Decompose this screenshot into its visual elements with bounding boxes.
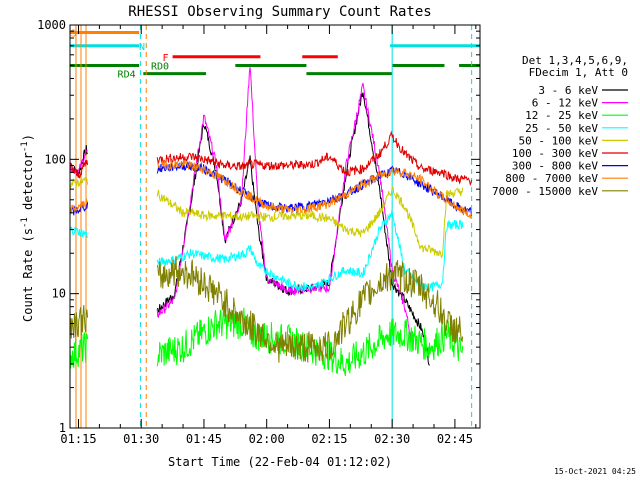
series-line-50-100-kev [70,176,464,259]
x-tick-label: 02:00 [249,432,285,446]
legend-label: 50 - 100 keV [519,134,599,147]
series-line-7000-15000-kev [70,255,464,363]
flag-label-rd4: RD4 [118,70,136,81]
series-line-100-300-kev [70,130,472,187]
x-tick-label: 01:15 [60,432,96,446]
flag-label-rd0: RD0 [151,61,169,72]
x-axis: 01:15 01:30 01:45 02:00 02:15 02:30 02:45 [60,25,477,446]
flag-label-s: S [70,28,76,39]
y-axis-label: Count Rate (s-1 detector-1) [20,134,35,322]
legend-label: 300 - 800 keV [512,160,598,173]
legend-label: 800 - 7000 keV [505,172,598,185]
plot-frame [69,24,481,429]
series-group [70,67,472,377]
legend: Det 1,3,4,5,6,9,FDecim 1, Att 0 3 - 6 keV… [492,54,628,198]
series-line-25-50-kev [70,210,464,293]
x-tick-label: 02:45 [437,432,473,446]
legend-label: 3 - 6 keV [538,84,598,97]
series-line-800-7000-kev [70,159,472,219]
x-tick-label: 02:15 [311,432,347,446]
series-line-12-25-kev [70,307,464,377]
x-tick-label: 01:45 [186,432,222,446]
legend-label: 100 - 300 keV [512,147,598,160]
y-tick-label: 10 [52,287,66,301]
legend-label: 6 - 12 keV [532,97,599,110]
timestamp: 15-Oct-2021 04:25 [554,467,636,476]
y-tick-label: 1 [59,421,66,435]
x-axis-label: Start Time (22-Feb-04 01:12:02) [168,455,392,469]
chart-title: RHESSI Observing Summary Count Rates [128,4,431,20]
x-tick-label: 02:30 [374,432,410,446]
y-tick-label: 1000 [37,18,66,32]
legend-label: 25 - 50 keV [525,122,598,135]
legend-header: Det 1,3,4,5,6,9, [522,54,628,67]
y-axis: 1 10 100 1000 [37,18,480,435]
y-tick-label: 100 [44,152,66,166]
x-tick-label: 01:30 [123,432,159,446]
flag-label-n: N [139,42,145,53]
flag-label-f: F [162,53,168,64]
legend-label: 7000 - 15000 keV [492,185,598,198]
legend-header: FDecim 1, Att 0 [529,66,628,79]
legend-label: 12 - 25 keV [525,109,598,122]
